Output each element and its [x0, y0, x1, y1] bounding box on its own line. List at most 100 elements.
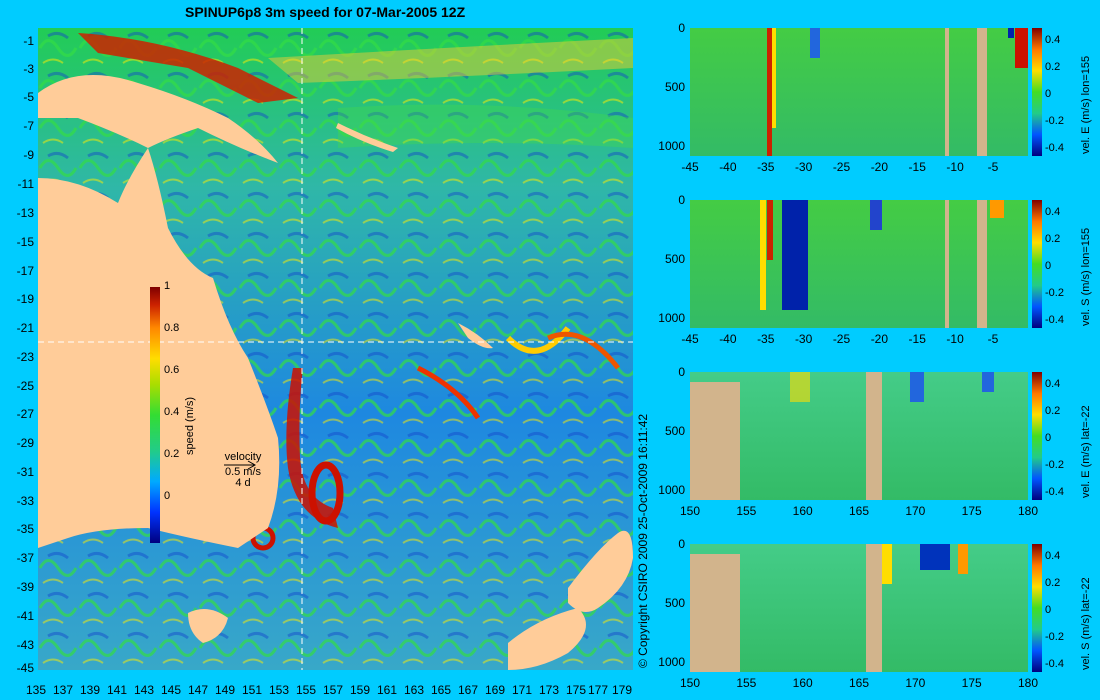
lat-tick: -25 [16, 379, 34, 393]
lat-tick: -13 [16, 206, 34, 220]
panel-y-tick: 0 [678, 193, 685, 207]
lon-tick: 157 [322, 683, 344, 697]
lon-tick: 149 [214, 683, 236, 697]
panel-vel-s-lon155-colorbar [1032, 200, 1042, 328]
panel-x-tick: 155 [736, 504, 757, 518]
lat-tick: -29 [16, 436, 34, 450]
panel-x-tick: 150 [679, 504, 701, 518]
lon-tick: 137 [52, 683, 74, 697]
lat-tick: -5 [23, 90, 34, 104]
panel-x-tick: -35 [757, 332, 775, 346]
speed-tick: 0.2 [164, 448, 180, 460]
panel-x-tick: -20 [870, 160, 889, 174]
panel-vel-e-lon155-colorbar [1032, 28, 1042, 156]
velocity-legend-title: velocity [224, 451, 262, 463]
panel-y-tick: 1000 [658, 655, 685, 669]
panel-vel-e-lat22-plot [690, 372, 1028, 500]
panel-x-tick: 165 [848, 504, 870, 518]
panel-x-tick: -35 [757, 160, 775, 174]
lat-tick: -45 [16, 661, 34, 675]
panel-colorbar-tick: -0.4 [1045, 658, 1064, 670]
panel-x-tick: -45 [681, 332, 699, 346]
velocity-legend-time: 4 d [235, 477, 251, 489]
panel-colorbar-tick: 0 [1045, 260, 1052, 272]
panel-colorbar-tick: -0.4 [1045, 314, 1064, 326]
panel-x-tick: -10 [946, 160, 964, 174]
lat-tick: -9 [23, 148, 34, 162]
lon-tick: 143 [133, 683, 155, 697]
panel-x-tick: 175 [961, 676, 982, 690]
panel-x-tick: 165 [848, 676, 870, 690]
lon-tick: 173 [538, 683, 560, 697]
panel-colorbar-tick: 0.2 [1045, 233, 1061, 245]
panel-vel-e-lon155-plot [690, 28, 1028, 156]
lat-tick: -11 [17, 177, 34, 191]
lon-tick: 135 [25, 683, 47, 697]
panel-colorbar-tick: 0 [1045, 88, 1052, 100]
lat-tick: -33 [16, 494, 34, 508]
speed-colorbar-ticks: 1 0.8 0.6 0.4 0.2 0 [164, 280, 194, 550]
speed-map-canvas [38, 28, 633, 670]
panel-x-tick: -15 [908, 332, 926, 346]
speed-tick: 0.6 [164, 364, 180, 376]
panel-y-tick: 0 [678, 537, 685, 551]
lat-tick: -31 [16, 465, 34, 479]
panel-x-tick: -10 [946, 332, 964, 346]
panel-colorbar-tick: 0.4 [1045, 550, 1061, 562]
panel-x-tick: 175 [961, 504, 982, 518]
panel-y-tick: 1000 [658, 311, 685, 325]
panel-x-tick: -30 [794, 160, 813, 174]
panel-x-tick: -25 [832, 332, 851, 346]
panel-colorbar-label: vel. E (m/s) lon=155 [1080, 55, 1092, 154]
panel-x-tick: 155 [736, 676, 757, 690]
panel-colorbar-tick: 0.2 [1045, 405, 1061, 417]
panel-colorbar-label: vel. E (m/s) lat=-22 [1080, 405, 1092, 498]
panel-colorbar-tick: -0.2 [1045, 287, 1064, 299]
panel-x-tick: -40 [719, 332, 737, 346]
panel-x-tick: -5 [987, 160, 999, 174]
panel-colorbar-tick: -0.2 [1045, 115, 1064, 127]
lat-tick: -3 [23, 62, 34, 76]
panel-x-tick: -45 [681, 160, 699, 174]
lat-tick: -19 [16, 292, 34, 306]
lon-tick: 171 [511, 683, 533, 697]
panel-vel-s-lon155-plot [690, 200, 1028, 328]
lon-tick: 175 [565, 683, 587, 697]
speed-colorbar [150, 287, 160, 543]
panel-y-tick: 500 [664, 424, 685, 438]
panel-x-tick: -30 [794, 332, 813, 346]
latitude-axis: -1 -3 -5 -7 -9 -11 -13 -15 -17 -19 -21 -… [0, 28, 36, 675]
lon-tick: 165 [430, 683, 452, 697]
lon-tick: 151 [241, 683, 263, 697]
lon-tick: 145 [160, 683, 182, 697]
figure-title: SPINUP6p8 3m speed for 07-Mar-2005 12Z [185, 4, 466, 20]
speed-tick: 0.4 [164, 406, 180, 418]
panel-colorbar-tick: 0.2 [1045, 577, 1061, 589]
panel-colorbar-tick: 0 [1045, 432, 1052, 444]
lat-tick: -23 [16, 350, 34, 364]
panel-y-tick: 0 [678, 365, 685, 379]
panel-vel-s-lat22-colorbar [1032, 544, 1042, 672]
panel-colorbar-label: vel. S (m/s) lon=155 [1080, 227, 1092, 326]
panel-x-tick: 170 [905, 504, 926, 518]
panel-x-tick: -15 [908, 160, 926, 174]
panel-x-tick: 150 [679, 676, 701, 690]
panel-colorbar-tick: 0.4 [1045, 206, 1061, 218]
panel-x-tick: -20 [870, 332, 889, 346]
speed-colorbar-label: speed (m/s) [184, 396, 196, 455]
panel-colorbar-tick: 0.2 [1045, 61, 1061, 73]
panel-y-tick: 1000 [658, 139, 685, 153]
panel-x-tick: 160 [792, 504, 813, 518]
lat-tick: -7 [23, 119, 34, 133]
panel-y-tick: 0 [678, 21, 685, 35]
panel-vel-e-lat22-colorbar [1032, 372, 1042, 500]
panel-colorbar-tick: -0.2 [1045, 631, 1064, 643]
panel-x-tick: 180 [1017, 504, 1039, 518]
panel-y-tick: 500 [664, 596, 685, 610]
panel-x-tick: -25 [832, 160, 851, 174]
velocity-legend-speed: 0.5 m/s [224, 466, 262, 478]
panel-y-tick: 1000 [658, 483, 685, 497]
panel-vel-s-lat22-plot [690, 544, 1028, 672]
lon-tick: 141 [106, 683, 128, 697]
lon-tick: 153 [268, 683, 290, 697]
